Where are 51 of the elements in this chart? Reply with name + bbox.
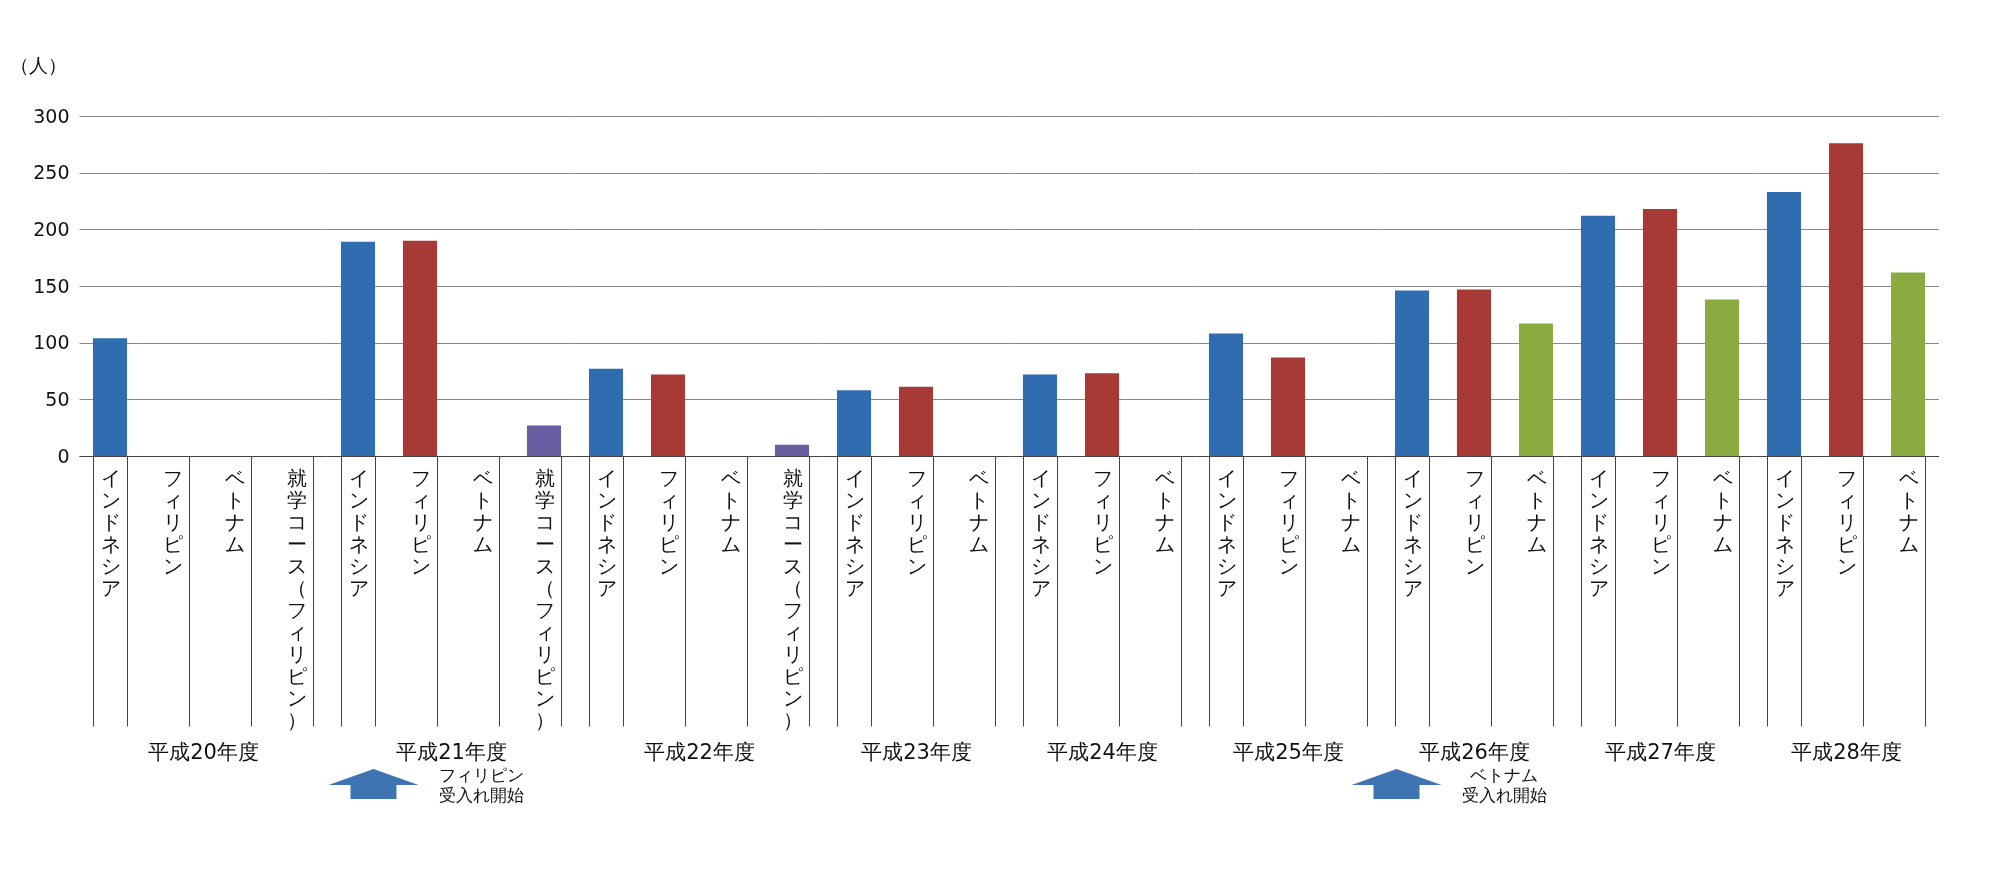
- x-tick-label: インドネシア: [844, 465, 865, 600]
- x-tick-label: ベトナム: [1340, 465, 1361, 556]
- x-tick-label: フィリピン: [658, 465, 679, 578]
- x-axis-title: 平成25年度: [1233, 739, 1344, 764]
- y-tick-label: 0: [57, 444, 70, 467]
- x-tick-label: フィリピン: [162, 465, 183, 578]
- x-tick-label: ベトナム: [720, 465, 741, 556]
- y-axis-title: （人）: [9, 53, 67, 76]
- x-axis-title: 平成21年度: [396, 739, 507, 764]
- x-tick-label: フィリピン: [1464, 465, 1485, 578]
- x-axis-title: 平成22年度: [644, 739, 755, 764]
- x-axis-title: 平成26年度: [1419, 739, 1530, 764]
- text: 受入れ開始: [1461, 785, 1547, 805]
- x-axis-title: 平成24年度: [1047, 739, 1158, 764]
- y-tick-label: 200: [33, 217, 70, 240]
- x-tick-label: フィリピン: [906, 465, 927, 578]
- text: ベトナム: [1470, 765, 1538, 785]
- x-tick-label: ベトナム: [472, 465, 493, 556]
- x-tick-label: フィリピン: [1650, 465, 1671, 578]
- x-tick-label: ベトナム: [1898, 465, 1919, 556]
- y-tick-label: 100: [33, 331, 70, 354]
- text: フィリピン: [438, 765, 524, 785]
- category-label: 就学コース（フィリピン）: [534, 465, 555, 732]
- x-tick-label: ベトナム: [1154, 465, 1175, 556]
- x-tick-label: インドネシア: [1216, 465, 1237, 600]
- y-tick-label: 250: [33, 161, 70, 184]
- x-tick-label: ベトナム: [968, 465, 989, 556]
- x-axis-title: 平成23年度: [861, 739, 972, 764]
- x-tick-label: インドネシア: [1402, 465, 1423, 600]
- x-tick-label: ベトナム: [1712, 465, 1733, 556]
- x-tick-label: フィリピン: [1836, 465, 1857, 578]
- x-tick-label: インドネシア: [348, 465, 369, 600]
- x-tick-label: インドネシア: [596, 465, 617, 600]
- x-axis-title: 平成20年度: [148, 739, 259, 764]
- x-tick-label: フィリピン: [1278, 465, 1299, 578]
- x-tick-label: フィリピン: [1092, 465, 1113, 578]
- x-tick-label: インドネシア: [1774, 465, 1795, 600]
- x-axis-title: 平成28年度: [1791, 739, 1902, 764]
- x-axis-title: 平成27年度: [1605, 739, 1716, 764]
- x-tick-label: インドネシア: [100, 465, 121, 600]
- y-tick-label: 300: [33, 104, 70, 127]
- text: 受入れ開始: [438, 785, 524, 805]
- x-tick-label: インドネシア: [1030, 465, 1051, 600]
- category-label: 就学コース（フィリピン）: [782, 465, 803, 732]
- y-tick-label: 50: [45, 387, 70, 410]
- category-label: 就学コース（フィリピン）: [286, 465, 307, 732]
- x-tick-label: ベトナム: [224, 465, 245, 556]
- x-tick-label: インドネシア: [1588, 465, 1609, 600]
- x-tick-label: フィリピン: [410, 465, 431, 578]
- x-tick-label: ベトナム: [1526, 465, 1547, 556]
- y-tick-label: 150: [33, 274, 70, 297]
